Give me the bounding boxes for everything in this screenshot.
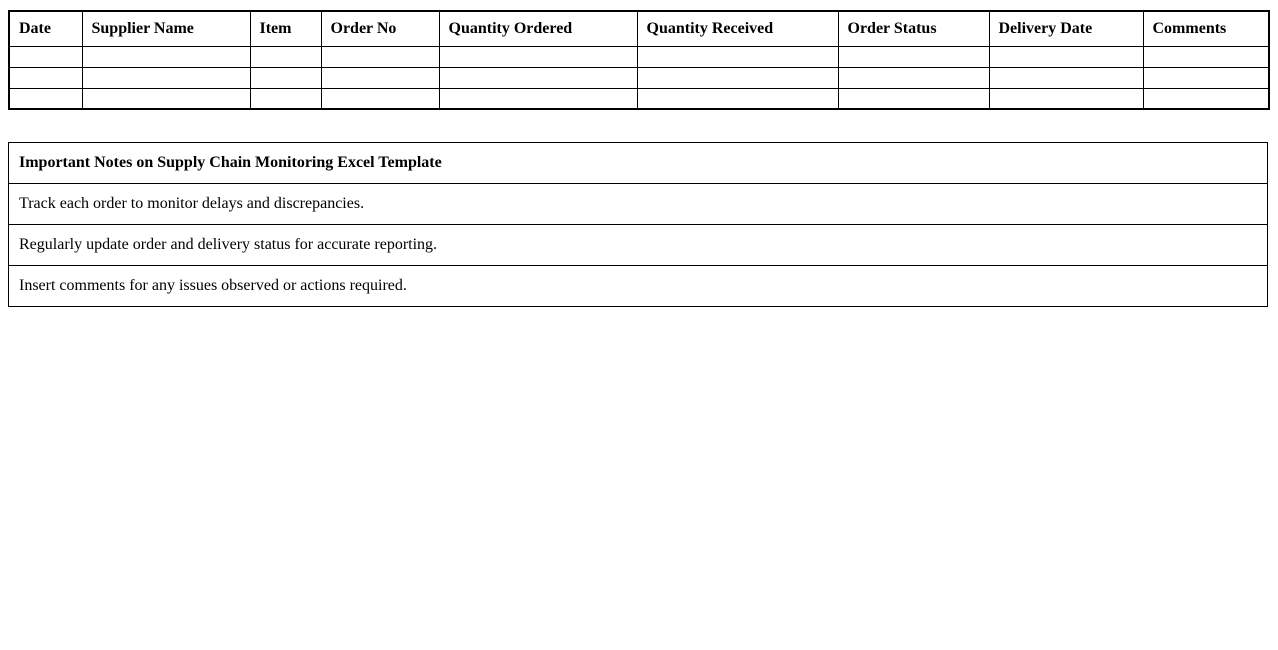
note-row: Insert comments for any issues observed … xyxy=(8,265,1268,307)
empty-cell xyxy=(8,87,83,110)
empty-cell xyxy=(438,45,638,68)
note-item: Insert comments for any issues observed … xyxy=(8,265,1268,307)
empty-cell xyxy=(1142,66,1270,89)
order-table-empty-row xyxy=(8,66,1270,89)
note-item: Track each order to monitor delays and d… xyxy=(8,183,1268,225)
column-header-delivery-date: Delivery Date xyxy=(988,10,1144,47)
empty-cell xyxy=(249,66,322,89)
empty-cell xyxy=(1142,87,1270,110)
order-table-header-row: Date Supplier Name Item Order No Quantit… xyxy=(8,10,1270,47)
column-header-order-status: Order Status xyxy=(837,10,990,47)
empty-cell xyxy=(636,45,839,68)
empty-cell xyxy=(249,45,322,68)
empty-cell xyxy=(81,87,251,110)
column-header-date: Date xyxy=(8,10,83,47)
column-header-supplier-name: Supplier Name xyxy=(81,10,251,47)
note-row: Regularly update order and delivery stat… xyxy=(8,224,1268,266)
order-table-empty-row xyxy=(8,87,1270,110)
empty-cell xyxy=(249,87,322,110)
empty-cell xyxy=(837,87,990,110)
empty-cell xyxy=(8,66,83,89)
empty-cell xyxy=(837,66,990,89)
empty-cell xyxy=(8,45,83,68)
empty-cell xyxy=(320,87,440,110)
column-header-quantity-ordered: Quantity Ordered xyxy=(438,10,638,47)
note-row: Track each order to monitor delays and d… xyxy=(8,183,1268,225)
page: Date Supplier Name Item Order No Quantit… xyxy=(0,0,1278,307)
column-header-item: Item xyxy=(249,10,322,47)
empty-cell xyxy=(81,45,251,68)
empty-cell xyxy=(320,66,440,89)
column-header-order-no: Order No xyxy=(320,10,440,47)
empty-cell xyxy=(837,45,990,68)
empty-cell xyxy=(438,66,638,89)
empty-cell xyxy=(988,66,1144,89)
empty-cell xyxy=(320,45,440,68)
important-notes-table: Important Notes on Supply Chain Monitori… xyxy=(8,142,1268,307)
empty-cell xyxy=(438,87,638,110)
column-header-quantity-received: Quantity Received xyxy=(636,10,839,47)
note-item: Regularly update order and delivery stat… xyxy=(8,224,1268,266)
notes-title-row: Important Notes on Supply Chain Monitori… xyxy=(8,142,1268,184)
order-tracking-table: Date Supplier Name Item Order No Quantit… xyxy=(8,10,1270,110)
empty-cell xyxy=(988,87,1144,110)
empty-cell xyxy=(636,87,839,110)
empty-cell xyxy=(636,66,839,89)
column-header-comments: Comments xyxy=(1142,10,1270,47)
empty-cell xyxy=(988,45,1144,68)
order-table-empty-row xyxy=(8,45,1270,68)
notes-title: Important Notes on Supply Chain Monitori… xyxy=(8,142,1268,184)
empty-cell xyxy=(1142,45,1270,68)
empty-cell xyxy=(81,66,251,89)
